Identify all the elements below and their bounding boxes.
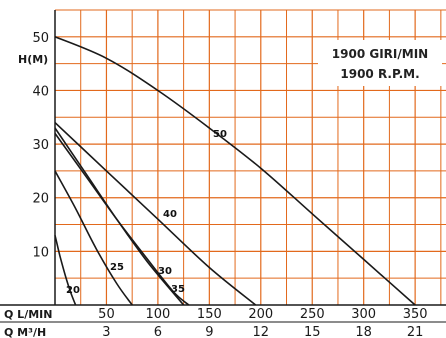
x-secondary-tick-label: 9 (205, 325, 213, 338)
x-tick-label: 100 (145, 307, 170, 322)
x-secondary-tick-label: 15 (304, 325, 321, 338)
series-group (54, 36, 416, 306)
curve-label-30: 30 (158, 266, 172, 277)
x-secondary-tick-label: 12 (253, 325, 270, 338)
annotation-box (318, 40, 442, 86)
curve-40 (54, 122, 257, 306)
curve-label-40: 40 (163, 209, 177, 220)
y-axis-label: H(M) (18, 53, 48, 66)
curve-35 (54, 132, 190, 306)
x-tick-label: 200 (248, 307, 273, 322)
curve-label-35: 35 (171, 284, 185, 295)
x-secondary-tick-label: 18 (355, 325, 372, 338)
x-tick-label: 150 (197, 307, 222, 322)
curve-25 (54, 170, 133, 306)
x-tick-label: 300 (351, 307, 376, 322)
x-secondary-tick-label: 21 (407, 325, 424, 338)
x-tick-label: 250 (300, 307, 325, 322)
x-axis-label-primary: Q L/MIN (4, 308, 52, 321)
curve-20 (54, 235, 77, 306)
curve-label-50: 50 (213, 129, 227, 140)
x-secondary-tick-label: 6 (154, 325, 162, 338)
x-axis-label-secondary: Q M³/H (4, 326, 46, 338)
labels-group: 10 20 30 40 50 50 100 150 200 250 300 350 3 6 9 12 15 18 2… (32, 31, 427, 338)
annotation-line-1: 1900 GIRI/MIN (332, 47, 428, 61)
annotation-line-2: 1900 R.P.M. (340, 67, 419, 81)
axes (0, 10, 446, 323)
y-tick-label: 30 (32, 138, 49, 153)
x-secondary-tick-label: 3 (102, 325, 110, 338)
x-tick-label: 50 (98, 307, 115, 322)
y-tick-label: 10 (32, 245, 49, 260)
curve-50 (54, 36, 416, 306)
curve-label-25: 25 (110, 262, 124, 273)
y-tick-label: 20 (32, 192, 49, 207)
y-tick-label: 50 (32, 31, 49, 46)
curve-label-20: 20 (66, 285, 80, 296)
y-tick-label: 40 (32, 84, 49, 99)
x-tick-label: 350 (403, 307, 428, 322)
